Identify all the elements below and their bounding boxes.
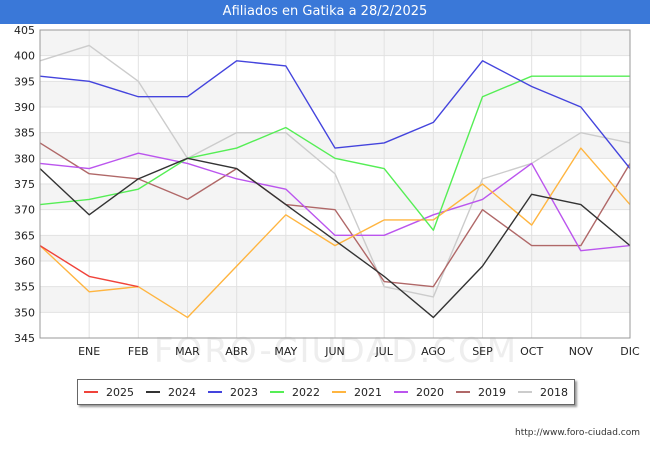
y-tick-label: 355 [14,281,35,294]
series-line-2024 [39,157,631,319]
x-tick-label: MAY [274,345,297,358]
legend-label: 2021 [354,385,382,399]
legend-item-2025: 2025 [84,386,134,399]
x-tick-label: SEP [472,345,493,358]
legend-label: 2025 [106,385,134,399]
series-line-2025 [39,245,139,288]
legend-item-2020: 2020 [394,386,444,399]
y-tick-label: 360 [14,255,35,268]
legend-item-2019: 2019 [456,386,506,399]
series-line-2022 [39,75,630,231]
chart-title-bar: Afiliados en Gatika a 28/2/2025 [0,0,650,24]
x-tick-label: JUL [374,345,393,358]
y-tick-label: 385 [14,127,35,140]
legend-swatch [84,391,98,393]
legend-label: 2022 [292,385,320,399]
series-lines [39,44,631,319]
legend: 2025 2024 2023 2022 2021 2020 2019 2018 [77,379,575,405]
legend-swatch [208,391,222,393]
x-tick-label: OCT [520,345,543,358]
x-tick-label: FEB [128,345,149,358]
y-tick-label: 365 [14,229,35,242]
y-tick-label: 405 [14,24,35,37]
legend-swatch [518,391,532,393]
x-tick-label: MAR [175,345,200,358]
y-tick-label: 400 [14,50,35,63]
y-tick-label: 345 [14,332,35,345]
plot-frame [39,29,631,339]
x-tick-label: ENE [78,345,100,358]
source-url: http://www.foro-ciudad.com [515,428,640,438]
legend-item-2018: 2018 [518,386,568,399]
x-tick-label: NOV [569,345,594,358]
legend-swatch [146,391,160,393]
legend-label: 2019 [478,385,506,399]
legend-label: 2024 [168,385,196,399]
legend-swatch [332,391,346,393]
legend-label: 2023 [230,385,258,399]
legend-swatch [270,391,284,393]
y-tick-label: 380 [14,152,35,165]
y-tick-label: 390 [14,101,35,114]
y-axis-ticks: 345 350 355 360 365 370 375 380 385 390 395 400 405 [14,24,35,345]
y-tick-label: 395 [14,75,35,88]
legend-item-2024: 2024 [146,386,196,399]
legend-item-2021: 2021 [332,386,382,399]
legend-item-2023: 2023 [208,386,258,399]
series-line-2020 [39,152,631,252]
y-tick-label: 370 [14,204,35,217]
legend-swatch [456,391,470,393]
legend-label: 2020 [416,385,444,399]
chart-title: Afiliados en Gatika a 28/2/2025 [222,4,428,19]
x-tick-label: AGO [421,345,446,358]
legend-swatch [394,391,408,393]
series-line-2023 [39,60,631,170]
x-tick-label: ABR [225,345,248,358]
legend-item-2022: 2022 [270,386,320,399]
y-tick-label: 375 [14,178,35,191]
legend-label: 2018 [540,385,568,399]
x-axis-ticks: ENE FEB MAR ABR MAY JUN JUL AGO SEP OCT NOV DIC [78,345,640,358]
x-tick-label: JUN [324,345,345,358]
x-tick-label: DIC [620,345,640,358]
y-tick-label: 350 [14,306,35,319]
